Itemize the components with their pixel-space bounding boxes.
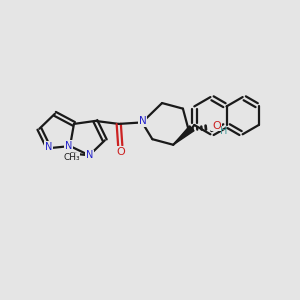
Text: H: H	[220, 126, 227, 136]
Text: N: N	[65, 141, 72, 151]
Text: O: O	[212, 121, 221, 130]
Text: CH₃: CH₃	[63, 154, 80, 163]
Text: N: N	[139, 116, 147, 126]
Text: O: O	[117, 147, 125, 157]
Polygon shape	[173, 126, 194, 145]
Text: N: N	[85, 150, 93, 160]
Text: N: N	[45, 142, 52, 152]
